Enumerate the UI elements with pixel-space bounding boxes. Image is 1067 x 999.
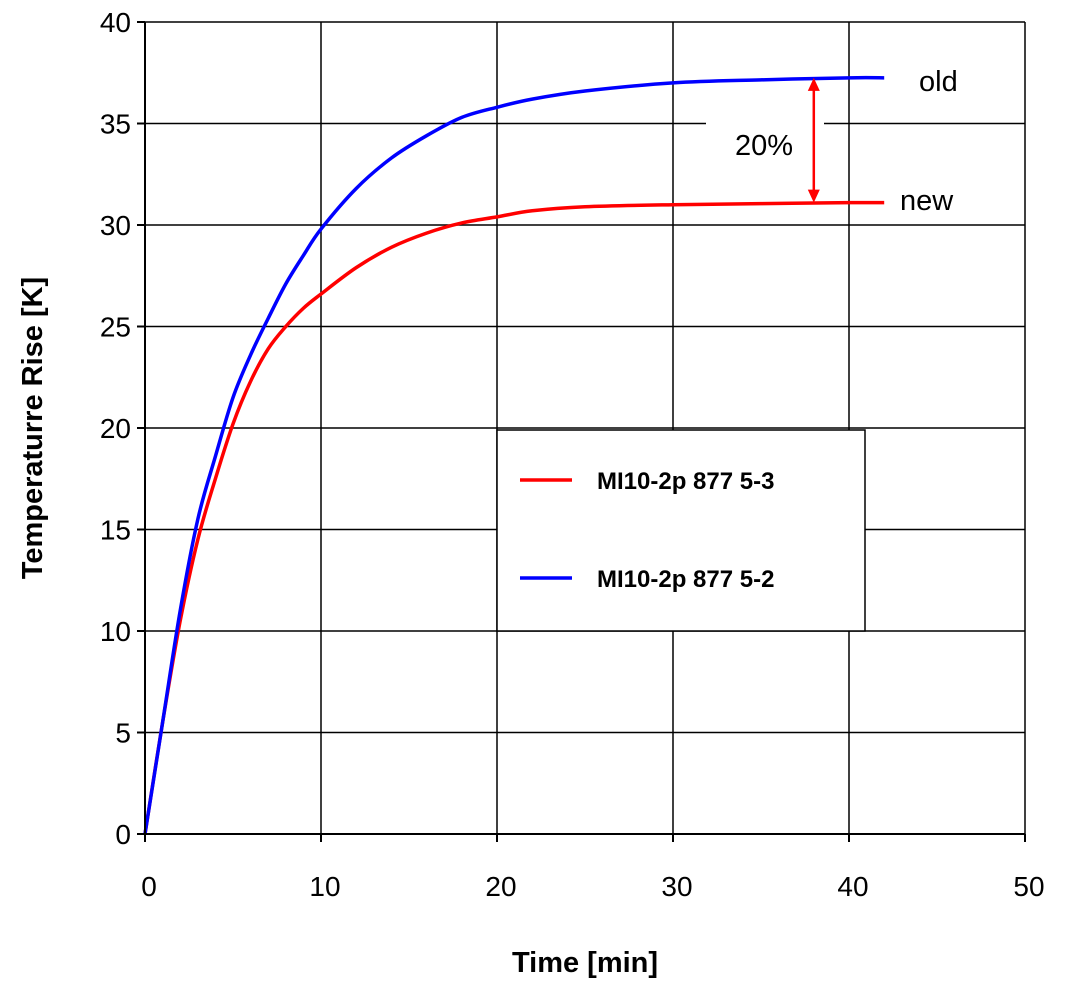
- series-line-1: [143, 200, 885, 835]
- difference-arrow-head-top: [807, 77, 820, 91]
- x-tick-label-30: 30: [661, 871, 692, 902]
- new-label: new: [900, 185, 954, 217]
- legend-label-series-1: MI10-2p 877 5-3: [597, 468, 774, 495]
- x-tick-label-40: 40: [837, 871, 868, 902]
- y-tick-label-10: 10: [100, 616, 131, 647]
- legend: MI10-2p 877 5-3 MI10-2p 877 5-2: [496, 429, 866, 632]
- difference-arrow-head-bottom: [807, 189, 820, 203]
- old-label: old: [919, 66, 958, 98]
- x-tick-label-20: 20: [485, 871, 516, 902]
- x-tick-label-50: 50: [1013, 871, 1044, 902]
- y-tick-label-20: 20: [100, 413, 131, 444]
- x-axis-title: Time [min]: [512, 947, 658, 979]
- y-tick-label-30: 30: [100, 210, 131, 241]
- grid: [145, 21, 1026, 834]
- difference-label: 20%: [735, 130, 793, 162]
- axis-ticks: 0 10 20 30 40 50 0 5 10 15 20 25 30 35 40: [100, 7, 1045, 902]
- x-tick-label-10: 10: [309, 871, 340, 902]
- y-tick-label-15: 15: [100, 515, 131, 546]
- legend-box: [496, 429, 866, 632]
- y-tick-label-5: 5: [115, 718, 131, 749]
- y-tick-label-25: 25: [100, 312, 131, 343]
- y-tick-label-40: 40: [100, 7, 131, 38]
- series-line-2: [143, 75, 885, 835]
- y-axis-title: Temperaturre Rise [K]: [17, 277, 49, 579]
- y-tick-label-35: 35: [100, 109, 131, 140]
- legend-label-series-2: MI10-2p 877 5-2: [597, 566, 774, 593]
- x-tick-label-0: 0: [141, 871, 157, 902]
- annotation-label-background: [706, 120, 824, 172]
- series-lines: [143, 75, 885, 835]
- y-tick-label-0: 0: [115, 819, 131, 850]
- annotation-group: 20% old new: [706, 66, 958, 217]
